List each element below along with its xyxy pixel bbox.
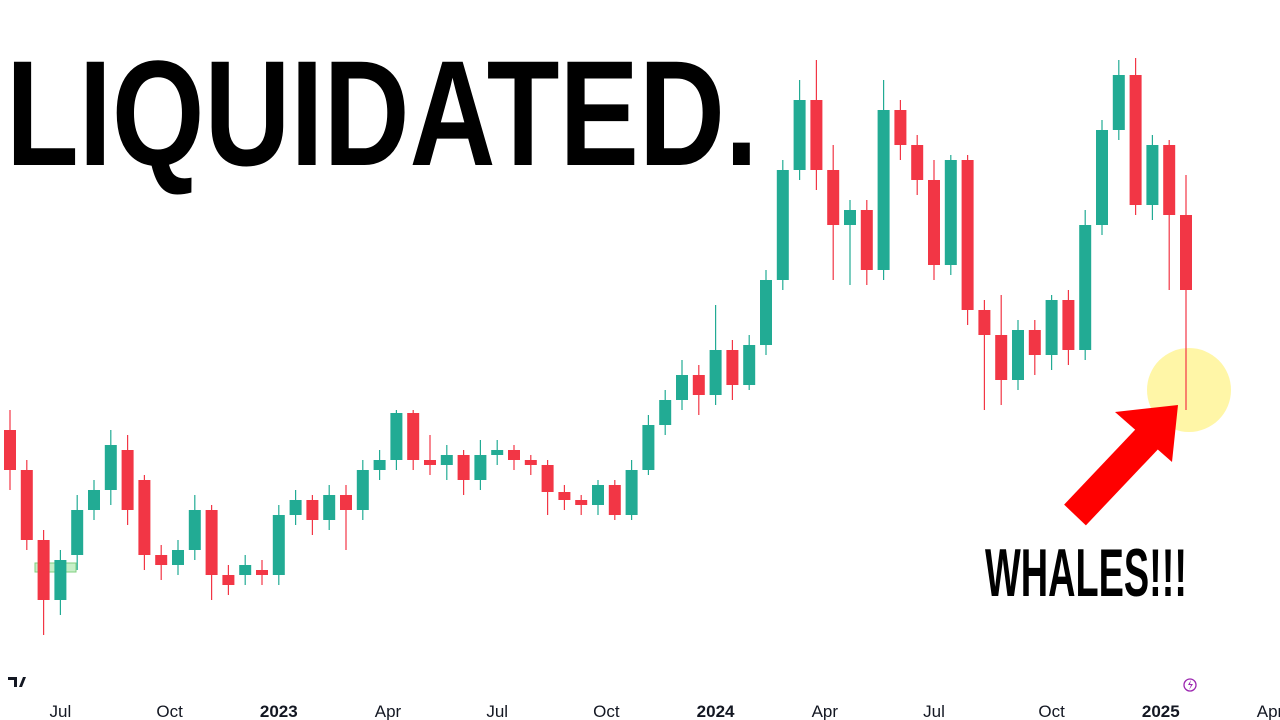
candle-body <box>995 335 1008 380</box>
chart-title: LIQUIDATED. <box>6 29 758 197</box>
candle-body <box>1180 215 1192 290</box>
candle-body <box>575 500 588 505</box>
candle-body <box>390 413 403 460</box>
candle-body <box>54 560 67 600</box>
candle-body <box>860 210 873 270</box>
candle-body <box>407 413 420 460</box>
candle-body <box>1096 130 1108 225</box>
x-tick-label: Jul <box>50 702 72 720</box>
candle-body <box>306 500 319 520</box>
candle-body <box>625 470 638 515</box>
candle-body <box>188 510 201 550</box>
candle-body <box>877 110 890 270</box>
candle-body <box>457 455 470 480</box>
candle-body <box>1079 225 1092 350</box>
candle-body <box>256 570 268 575</box>
candle-body <box>356 470 369 510</box>
candle-body <box>961 160 974 310</box>
candle-body <box>1112 75 1125 130</box>
logo <box>8 677 26 687</box>
candle-body <box>776 170 789 280</box>
candle-body <box>827 170 840 225</box>
x-tick-label: Oct <box>156 702 183 720</box>
candle-body <box>272 515 285 575</box>
candle-body <box>1028 330 1041 355</box>
candle-body <box>1012 330 1024 380</box>
x-tick-label: Apr <box>1257 702 1280 720</box>
candle-body <box>172 550 184 565</box>
candle-body <box>692 375 705 395</box>
candle-body <box>911 145 924 180</box>
x-tick-label: Jul <box>923 702 945 720</box>
candle-body <box>491 450 504 455</box>
candle-body <box>978 310 991 335</box>
x-tick-label: Apr <box>812 702 839 720</box>
icon-ring <box>1183 678 1197 692</box>
candle-body <box>608 485 621 515</box>
candle-body <box>1163 145 1176 215</box>
x-tick-label: Apr <box>375 702 402 720</box>
candle-body <box>1045 300 1058 355</box>
candle-body <box>709 350 722 395</box>
candle-body <box>793 100 806 170</box>
candle-body <box>440 455 453 465</box>
candle-body <box>642 425 655 470</box>
candle-body <box>844 210 856 225</box>
candle-body <box>37 540 50 600</box>
annotation: WHALES!!! <box>985 535 1187 611</box>
candle-body <box>592 485 604 505</box>
candle-body <box>1129 75 1142 205</box>
x-tick-label: 2023 <box>260 702 298 720</box>
candle-body <box>558 492 571 500</box>
arrow-shaft <box>1064 427 1159 526</box>
candle-body <box>155 555 168 565</box>
arrow-head <box>1115 405 1178 462</box>
icon-bolt <box>1188 680 1193 690</box>
candle-body <box>340 495 352 510</box>
candle-body <box>20 470 33 540</box>
candle-body <box>104 445 117 490</box>
candle-body <box>222 575 235 585</box>
candle-body <box>659 400 672 425</box>
candle-body <box>474 455 487 480</box>
candle-body <box>508 450 520 460</box>
candles <box>4 58 1192 635</box>
candle-body <box>4 430 16 470</box>
candle-body <box>944 160 957 265</box>
candle-body <box>726 350 739 385</box>
x-tick-label: Oct <box>1038 702 1065 720</box>
x-axis: Jul Oct 2023 Apr Jul Oct 2024 Apr Jul Oct 2025 Apr <box>50 702 1280 720</box>
candle-body <box>810 100 823 170</box>
x-tick-label: 2024 <box>697 702 735 720</box>
x-tick-label: 2025 <box>1142 702 1180 720</box>
candle-body <box>541 465 554 492</box>
candle-body <box>743 345 756 385</box>
candle-body <box>1062 300 1075 350</box>
candle-body <box>928 180 940 265</box>
candle-body <box>138 480 151 555</box>
candle-body <box>71 510 84 555</box>
candle-body <box>323 495 336 520</box>
candle-body <box>1146 145 1159 205</box>
candle-body <box>121 450 134 510</box>
candle-body <box>373 460 386 470</box>
x-tick-label: Jul <box>486 702 508 720</box>
candle-body <box>676 375 688 400</box>
candle-body <box>289 500 302 515</box>
candle-body <box>88 490 100 510</box>
brand-logo <box>8 677 26 687</box>
flash-icon <box>1183 678 1197 692</box>
x-tick-label: Oct <box>593 702 620 720</box>
arrow <box>1064 405 1178 526</box>
candle-body <box>524 460 537 465</box>
candle-body <box>760 280 772 345</box>
candle-body <box>424 460 436 465</box>
candle-body <box>205 510 218 575</box>
candle-body <box>894 110 907 145</box>
candle-body <box>239 565 252 575</box>
